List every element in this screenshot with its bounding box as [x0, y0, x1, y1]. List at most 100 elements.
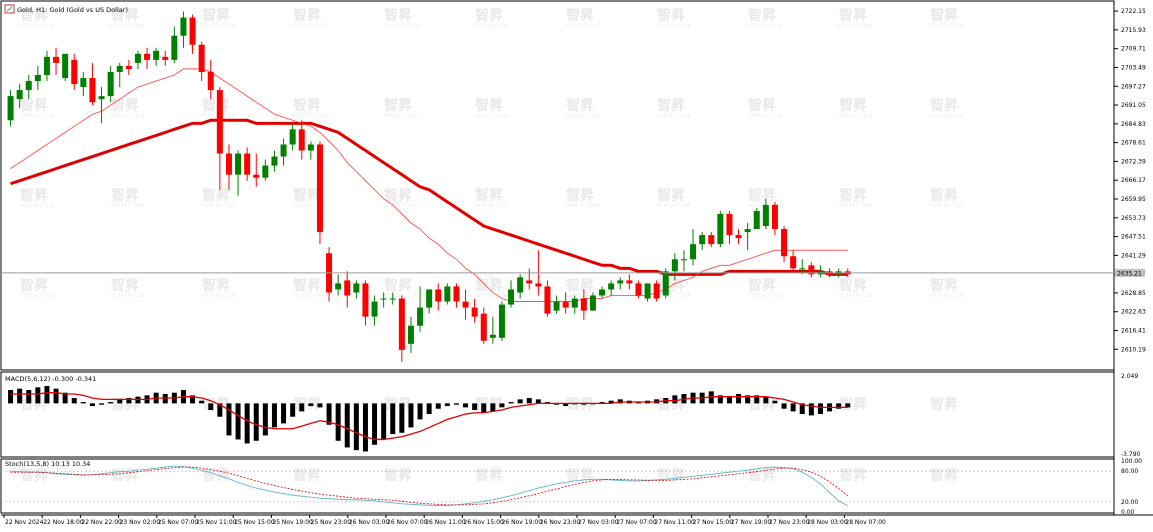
macd-panel-frame	[0, 371, 1115, 458]
watermark-logo: 智昇	[747, 277, 776, 294]
candle-body	[225, 153, 232, 175]
macd-bar	[799, 403, 805, 415]
candle-body	[480, 313, 487, 341]
price-tick-label: 2722.15	[1121, 8, 1146, 15]
macd-bar	[681, 394, 687, 404]
macd-bar	[353, 403, 359, 451]
watermark-sub: PERFECTION	[111, 23, 145, 28]
candle-body	[626, 280, 633, 284]
candle-body	[244, 153, 251, 175]
price-tag	[1115, 268, 1145, 277]
candle-body	[571, 298, 578, 308]
time-tick-label: 26 Nov 23:00	[540, 519, 581, 526]
candle-body	[43, 56, 50, 75]
price-tick-label: 2672.39	[1121, 158, 1146, 165]
candle-body	[207, 71, 214, 91]
watermark-sub: PERFECTION	[566, 113, 600, 118]
candle-body	[489, 334, 496, 338]
watermark-sub: PERFECTION	[657, 293, 691, 298]
macd-bar	[335, 403, 341, 441]
watermark-logo: 智昇	[19, 97, 48, 114]
watermark-sub: PERFECTION	[748, 293, 782, 298]
watermark-sub: PERFECTION	[202, 203, 236, 208]
price-tick-label: 2715.93	[1121, 27, 1146, 34]
price-tick-label: 2622.63	[1121, 309, 1146, 316]
watermark-logo: 智昇	[929, 187, 958, 204]
watermark-logo: 智昇	[565, 7, 594, 24]
candle-body	[116, 65, 123, 72]
macd-bar	[208, 403, 214, 411]
macd-bar	[726, 396, 732, 404]
candle-body	[262, 165, 269, 178]
macd-bar	[44, 386, 50, 404]
candle-body	[589, 295, 596, 311]
watermark-logo: 智昇	[656, 187, 685, 204]
candle-body	[726, 213, 733, 236]
macd-bar	[381, 403, 387, 440]
macd-bar	[253, 403, 259, 441]
macd-bar	[235, 403, 241, 440]
macd-bar	[526, 398, 532, 404]
candle-body	[89, 78, 96, 103]
watermark-sub: PERFECTION	[475, 293, 509, 298]
watermark-sub: PERFECTION	[566, 23, 600, 28]
candle-body	[435, 289, 442, 302]
candle-body	[498, 304, 505, 338]
candle-body	[426, 289, 433, 308]
candle-body	[635, 283, 642, 296]
macd-signal-line	[10, 392, 848, 441]
watermark-logo: 智昇	[201, 277, 230, 294]
macd-bar	[472, 403, 478, 411]
watermark-logo: 智昇	[110, 97, 139, 114]
candle-body	[535, 283, 542, 287]
macd-bar	[281, 403, 287, 424]
macd-bar	[808, 403, 814, 416]
time-tick-label: 25 Nov 19:00	[272, 519, 313, 526]
watermark-logo: 智昇	[747, 7, 776, 24]
chart-title: Gold, H1: Gold (Gold vs US Dollar)	[17, 6, 128, 14]
watermark-logo: 智昇	[747, 97, 776, 114]
candle-body	[280, 144, 287, 157]
macd-bar	[199, 400, 205, 404]
price-tick-label: 2697.27	[1121, 83, 1146, 90]
price-tick-label: 2678.61	[1121, 140, 1146, 147]
candlestick-series	[7, 11, 851, 362]
watermark-sub: PERFECTION	[20, 293, 54, 298]
macd-bar	[672, 395, 678, 404]
macd-bar	[444, 403, 450, 407]
watermark-logo: 智昇	[929, 396, 958, 413]
macd-bar	[563, 403, 569, 407]
candle-body	[253, 174, 260, 178]
watermark-logo: 智昇	[929, 277, 958, 294]
macd-bar	[608, 400, 614, 404]
candle-body	[125, 65, 132, 69]
watermark-sub: PERFECTION	[202, 23, 236, 28]
candle-body	[781, 229, 788, 257]
watermark-logo: 智昇	[19, 277, 48, 294]
price-tick-label: 2653.73	[1121, 215, 1146, 222]
candle-body	[753, 210, 760, 230]
macd-bar	[781, 403, 787, 409]
watermark-logo: 智昇	[656, 7, 685, 24]
watermark-sub: PERFECTION	[384, 203, 418, 208]
price-tag-label: 2635.21	[1117, 270, 1142, 277]
watermark-sub: PERFECTION	[930, 293, 964, 298]
watermark-logo: 智昇	[383, 277, 412, 294]
candle-body	[508, 289, 515, 305]
stoch-main-line	[10, 465, 848, 507]
stoch-tick-label: 80.00	[1121, 468, 1138, 475]
macd-tick-label: -3.790	[1121, 451, 1141, 458]
price-tick-label: 2610.19	[1121, 346, 1146, 353]
macd-bar	[517, 399, 523, 404]
ma-slow-path	[10, 118, 848, 276]
time-tick-label: 26 Nov 07:00	[387, 519, 428, 526]
macd-bar	[717, 395, 723, 404]
stoch-tick-label: 100.00	[1121, 458, 1142, 465]
price-tick-label: 2666.17	[1121, 177, 1146, 184]
watermark-logo: 智昇	[838, 187, 867, 204]
candle-body	[599, 289, 606, 296]
watermark-sub: PERFECTION	[111, 203, 145, 208]
watermark-sub: PERFECTION	[748, 113, 782, 118]
stoch-title: Stoch(13,5,8) 10.13 10.34	[5, 460, 90, 468]
